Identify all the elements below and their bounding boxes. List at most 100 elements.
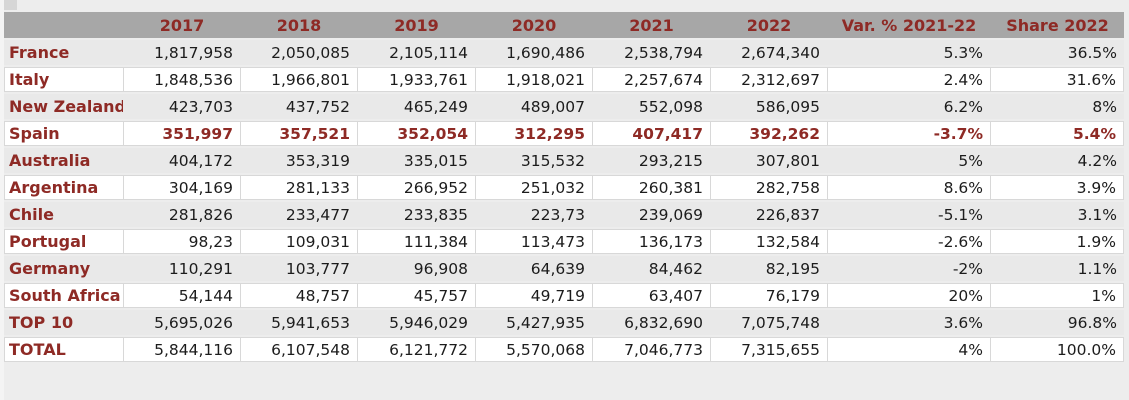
cell-2022[interactable]: 82,195 <box>710 256 827 281</box>
cell-2019[interactable]: 45,757 <box>357 283 475 308</box>
cell-2022[interactable]: 586,095 <box>710 94 827 119</box>
column-header-row-label[interactable] <box>4 12 123 38</box>
cell-2017[interactable]: 404,172 <box>123 148 240 173</box>
cell-var-pct-2021-22[interactable]: -2% <box>827 256 990 281</box>
column-header-2021[interactable]: 2021 <box>592 12 710 38</box>
cell-2020[interactable]: 5,570,068 <box>475 337 592 362</box>
column-header-share-2022[interactable]: Share 2022 <box>990 12 1124 38</box>
cell-2017[interactable]: 304,169 <box>123 175 240 200</box>
cell-2021[interactable]: 2,257,674 <box>592 67 710 92</box>
cell-var-pct-2021-22[interactable]: 3.6% <box>827 310 990 335</box>
cell-2020[interactable]: 489,007 <box>475 94 592 119</box>
cell-2021[interactable]: 260,381 <box>592 175 710 200</box>
cell-var-pct-2021-22[interactable]: 20% <box>827 283 990 308</box>
cell-2017[interactable]: 54,144 <box>123 283 240 308</box>
cell-2020[interactable]: 1,690,486 <box>475 40 592 65</box>
row-label[interactable]: New Zealand <box>4 94 123 119</box>
cell-share-2022[interactable]: 4.2% <box>990 148 1124 173</box>
cell-2021[interactable]: 136,173 <box>592 229 710 254</box>
cell-2018[interactable]: 437,752 <box>240 94 357 119</box>
row-label[interactable]: Chile <box>4 202 123 227</box>
cell-share-2022[interactable]: 1.1% <box>990 256 1124 281</box>
cell-2020[interactable]: 315,532 <box>475 148 592 173</box>
cell-share-2022[interactable]: 3.9% <box>990 175 1124 200</box>
cell-2020[interactable]: 64,639 <box>475 256 592 281</box>
column-header-2017[interactable]: 2017 <box>123 12 240 38</box>
cell-2019[interactable]: 6,121,772 <box>357 337 475 362</box>
cell-2017[interactable]: 5,695,026 <box>123 310 240 335</box>
cell-var-pct-2021-22[interactable]: 5% <box>827 148 990 173</box>
cell-var-pct-2021-22[interactable]: 6.2% <box>827 94 990 119</box>
cell-2019[interactable]: 96,908 <box>357 256 475 281</box>
cell-2022[interactable]: 7,075,748 <box>710 310 827 335</box>
cell-2020[interactable]: 5,427,935 <box>475 310 592 335</box>
cell-2022[interactable]: 76,179 <box>710 283 827 308</box>
cell-2018[interactable]: 353,319 <box>240 148 357 173</box>
cell-2019[interactable]: 233,835 <box>357 202 475 227</box>
cell-2019[interactable]: 335,015 <box>357 148 475 173</box>
cell-share-2022[interactable]: 1% <box>990 283 1124 308</box>
row-label[interactable]: Italy <box>4 67 123 92</box>
cell-2018[interactable]: 109,031 <box>240 229 357 254</box>
cell-share-2022[interactable]: 96.8% <box>990 310 1124 335</box>
cell-2017[interactable]: 98,23 <box>123 229 240 254</box>
cell-var-pct-2021-22[interactable]: -2.6% <box>827 229 990 254</box>
cell-2021[interactable]: 407,417 <box>592 121 710 146</box>
cell-2017[interactable]: 5,844,116 <box>123 337 240 362</box>
column-header-2022[interactable]: 2022 <box>710 12 827 38</box>
cell-2022[interactable]: 2,674,340 <box>710 40 827 65</box>
row-label[interactable]: South Africa <box>4 283 123 308</box>
cell-2022[interactable]: 7,315,655 <box>710 337 827 362</box>
cell-2018[interactable]: 1,966,801 <box>240 67 357 92</box>
row-label[interactable]: TOP 10 <box>4 310 123 335</box>
cell-2018[interactable]: 233,477 <box>240 202 357 227</box>
cell-share-2022[interactable]: 3.1% <box>990 202 1124 227</box>
cell-share-2022[interactable]: 36.5% <box>990 40 1124 65</box>
cell-2017[interactable]: 110,291 <box>123 256 240 281</box>
cell-2019[interactable]: 5,946,029 <box>357 310 475 335</box>
cell-2018[interactable]: 103,777 <box>240 256 357 281</box>
cell-share-2022[interactable]: 100.0% <box>990 337 1124 362</box>
row-label[interactable]: Australia <box>4 148 123 173</box>
cell-share-2022[interactable]: 5.4% <box>990 121 1124 146</box>
column-header-2019[interactable]: 2019 <box>357 12 475 38</box>
row-label[interactable]: Argentina <box>4 175 123 200</box>
cell-share-2022[interactable]: 1.9% <box>990 229 1124 254</box>
cell-var-pct-2021-22[interactable]: 2.4% <box>827 67 990 92</box>
cell-2018[interactable]: 2,050,085 <box>240 40 357 65</box>
cell-2021[interactable]: 552,098 <box>592 94 710 119</box>
cell-share-2022[interactable]: 8% <box>990 94 1124 119</box>
cell-2022[interactable]: 132,584 <box>710 229 827 254</box>
cell-2019[interactable]: 111,384 <box>357 229 475 254</box>
cell-2021[interactable]: 239,069 <box>592 202 710 227</box>
cell-2017[interactable]: 1,817,958 <box>123 40 240 65</box>
cell-2017[interactable]: 281,826 <box>123 202 240 227</box>
row-label[interactable]: France <box>4 40 123 65</box>
cell-var-pct-2021-22[interactable]: 8.6% <box>827 175 990 200</box>
cell-2020[interactable]: 312,295 <box>475 121 592 146</box>
cell-2018[interactable]: 357,521 <box>240 121 357 146</box>
cell-2020[interactable]: 223,73 <box>475 202 592 227</box>
cell-2019[interactable]: 266,952 <box>357 175 475 200</box>
cell-2022[interactable]: 282,758 <box>710 175 827 200</box>
cell-var-pct-2021-22[interactable]: 5.3% <box>827 40 990 65</box>
cell-2019[interactable]: 352,054 <box>357 121 475 146</box>
cell-2021[interactable]: 7,046,773 <box>592 337 710 362</box>
cell-share-2022[interactable]: 31.6% <box>990 67 1124 92</box>
cell-2021[interactable]: 63,407 <box>592 283 710 308</box>
cell-2021[interactable]: 2,538,794 <box>592 40 710 65</box>
column-header-2018[interactable]: 2018 <box>240 12 357 38</box>
cell-2017[interactable]: 1,848,536 <box>123 67 240 92</box>
cell-2020[interactable]: 251,032 <box>475 175 592 200</box>
cell-2022[interactable]: 307,801 <box>710 148 827 173</box>
cell-2018[interactable]: 6,107,548 <box>240 337 357 362</box>
cell-2019[interactable]: 2,105,114 <box>357 40 475 65</box>
cell-2020[interactable]: 1,918,021 <box>475 67 592 92</box>
cell-var-pct-2021-22[interactable]: 4% <box>827 337 990 362</box>
cell-2019[interactable]: 1,933,761 <box>357 67 475 92</box>
cell-2017[interactable]: 423,703 <box>123 94 240 119</box>
cell-2021[interactable]: 84,462 <box>592 256 710 281</box>
cell-2019[interactable]: 465,249 <box>357 94 475 119</box>
cell-2022[interactable]: 392,262 <box>710 121 827 146</box>
cell-2022[interactable]: 2,312,697 <box>710 67 827 92</box>
